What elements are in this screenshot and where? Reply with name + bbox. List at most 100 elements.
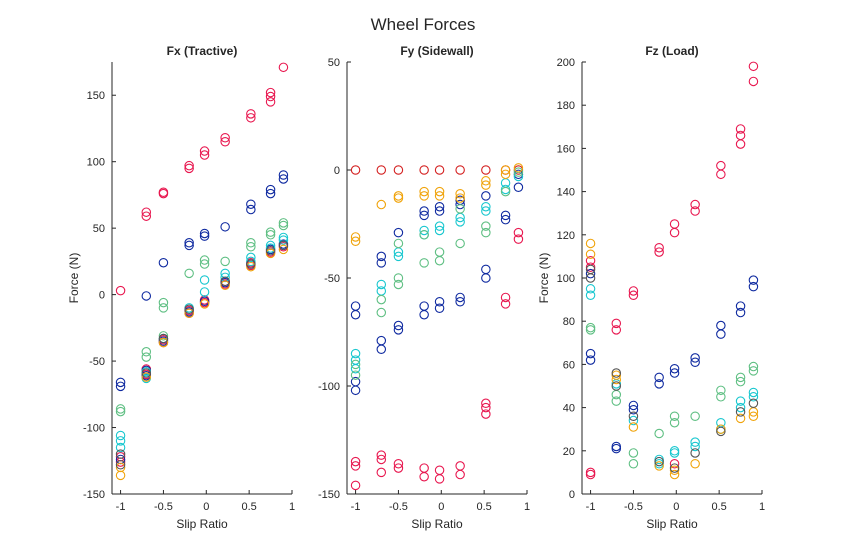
data-point <box>141 291 152 301</box>
data-point <box>115 449 126 459</box>
data-point <box>585 467 596 478</box>
panel-fz-xlabel: Slip Ratio <box>646 517 698 531</box>
data-point <box>481 398 491 409</box>
data-point <box>735 376 746 387</box>
data-point <box>376 294 387 305</box>
data-point <box>393 165 404 175</box>
data-point <box>654 428 664 439</box>
data-point <box>611 318 622 329</box>
data-point <box>748 411 759 421</box>
data-point <box>481 221 491 231</box>
data-point <box>513 227 524 238</box>
y-tick-label: 100 <box>87 157 105 169</box>
data-point <box>350 359 361 370</box>
y-tick-label: 140 <box>557 187 575 199</box>
data-point <box>419 258 429 268</box>
data-point <box>748 387 759 398</box>
data-point <box>690 448 700 458</box>
x-tick-label: -0.5 <box>154 501 173 513</box>
data-point <box>376 450 387 460</box>
data-point <box>419 301 429 311</box>
data-point <box>669 448 680 458</box>
data-point <box>434 191 445 201</box>
data-point <box>376 199 387 210</box>
data-point <box>246 259 256 269</box>
data-point <box>748 61 759 72</box>
data-point <box>611 443 622 454</box>
panel-fz-series-2 <box>585 268 759 454</box>
data-point <box>455 461 465 471</box>
data-point <box>455 238 465 249</box>
data-point <box>115 430 126 441</box>
data-point <box>265 188 276 199</box>
data-point <box>278 218 289 228</box>
data-point <box>376 454 387 465</box>
data-point <box>481 176 491 186</box>
data-point <box>735 372 746 383</box>
data-point <box>199 259 210 269</box>
data-point <box>748 361 759 372</box>
data-point <box>716 160 726 171</box>
data-point <box>716 320 726 331</box>
data-point <box>199 275 210 285</box>
panel-fx-ylabel: Force (N) <box>67 253 81 304</box>
data-point <box>654 456 664 467</box>
data-point <box>376 344 387 355</box>
data-point <box>669 469 680 480</box>
data-point <box>141 207 152 217</box>
data-point <box>184 268 194 279</box>
data-point <box>199 228 210 239</box>
data-point <box>434 303 445 313</box>
data-point <box>669 417 680 428</box>
data-point <box>481 191 491 201</box>
data-point <box>500 169 511 180</box>
data-point <box>585 325 596 335</box>
y-tick-label: 50 <box>93 223 105 235</box>
data-point <box>199 296 210 307</box>
data-point <box>716 385 726 396</box>
data-point <box>184 304 194 314</box>
data-point <box>611 441 622 452</box>
data-point <box>735 124 746 134</box>
data-point <box>513 167 524 177</box>
data-point <box>350 309 361 320</box>
x-tick-label: -1 <box>586 501 596 513</box>
data-point <box>220 133 230 143</box>
data-point <box>141 372 152 382</box>
panel-fx-series-1 <box>115 62 289 467</box>
data-point <box>481 273 491 283</box>
data-point <box>419 471 429 482</box>
data-point <box>115 442 126 453</box>
x-tick-label: 0 <box>438 501 444 513</box>
data-point <box>585 238 596 249</box>
data-point <box>265 246 276 256</box>
data-point <box>455 193 465 203</box>
x-tick-label: 1 <box>759 501 765 513</box>
data-point <box>278 240 289 251</box>
data-point <box>735 407 746 417</box>
data-point <box>611 325 622 335</box>
panel-fy-series-2 <box>350 165 524 175</box>
data-point <box>158 297 169 308</box>
data-point <box>393 279 404 290</box>
x-tick-label: 1 <box>289 501 295 513</box>
data-point <box>184 160 194 171</box>
x-tick-label: 0.5 <box>711 501 726 513</box>
data-point <box>585 290 596 301</box>
data-point <box>376 467 387 478</box>
panel-fy-series-4 <box>350 171 524 374</box>
panel-fy: Fy (Sidewall) Slip Ratio -1 -0.5 0 0.5 1 -150… <box>318 44 530 531</box>
data-point <box>716 329 726 339</box>
data-point <box>481 206 491 216</box>
data-point <box>115 285 126 296</box>
data-point <box>500 186 511 197</box>
data-point <box>350 480 361 491</box>
data-point <box>585 322 596 333</box>
data-point <box>513 163 524 173</box>
data-point <box>220 222 230 232</box>
data-point <box>278 62 289 73</box>
data-point <box>513 182 524 193</box>
y-tick-label: 60 <box>563 359 575 371</box>
data-point <box>141 347 152 357</box>
data-point <box>628 405 639 415</box>
